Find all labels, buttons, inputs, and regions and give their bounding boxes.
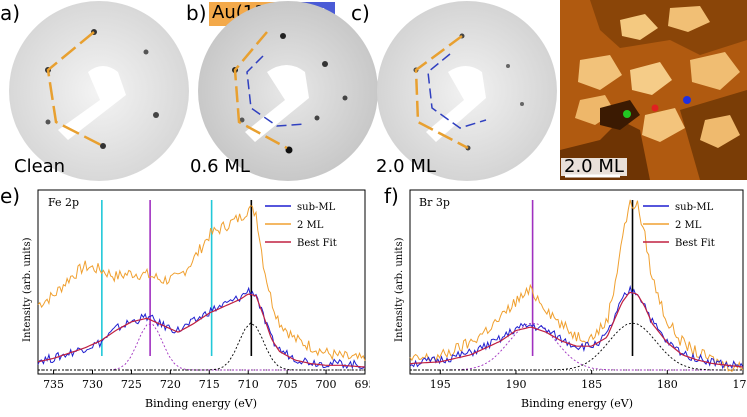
- data-series: [37, 205, 366, 370]
- legend-entry: sub-ML: [675, 202, 714, 213]
- legend: sub-ML 2 ML Best Fit: [643, 202, 715, 249]
- x-axis-label: Binding energy (eV): [145, 397, 257, 410]
- panel-label-b: b): [186, 1, 207, 25]
- x-tick-label: 715: [199, 378, 220, 391]
- legend-entry: Best Fit: [297, 238, 337, 249]
- caption-2-0ml-stm: 2.0 ML: [561, 158, 627, 176]
- series-line-2-ml: [37, 205, 366, 361]
- plot-frame: [409, 189, 744, 375]
- x-tick-label: 705: [277, 378, 298, 391]
- series-line-best-fit: [409, 291, 744, 368]
- peak-markers: [101, 200, 253, 356]
- x-tick-label: 700: [316, 378, 337, 391]
- x-tick-label: 710: [238, 378, 259, 391]
- panel-label-c: c): [351, 1, 370, 25]
- x-tick-label: 190: [505, 378, 526, 391]
- panel-label-e: e): [0, 184, 21, 208]
- legend-entry: Best Fit: [675, 238, 715, 249]
- caption-clean: Clean: [14, 156, 66, 177]
- x-tick-label: 180: [657, 378, 678, 391]
- x-tick-label: 175: [733, 378, 747, 391]
- x-tick-label: 720: [160, 378, 181, 391]
- series-line-sub-ml: [409, 284, 744, 370]
- x-tick-label: 195: [430, 378, 451, 391]
- x-tick-label: 185: [581, 378, 602, 391]
- caption-0-6ml: 0.6 ML: [190, 156, 250, 177]
- x-axis-label: Binding energy (eV): [521, 397, 633, 410]
- fit-component-curve: [38, 323, 365, 371]
- xps-chart-br3p: Br 3p Intensity (arb. units) Binding ene…: [394, 189, 747, 410]
- chart-title: Br 3p: [419, 196, 450, 209]
- series-line-2-ml: [409, 199, 744, 373]
- legend-entry: 2 ML: [297, 220, 324, 231]
- x-ticks: 735 730 725 720 715 710 705 700 695: [43, 370, 370, 391]
- plot-frame: [37, 189, 366, 375]
- peak-markers: [531, 200, 634, 356]
- data-series: [409, 199, 744, 373]
- x-tick-label: 725: [121, 378, 142, 391]
- fit-components: [38, 322, 365, 371]
- leed-image-clean: [9, 1, 189, 181]
- panel-label-a: a): [0, 1, 21, 25]
- leed-image-0-6ml: [198, 1, 378, 181]
- caption-2-0ml-leed: 2.0 ML: [376, 156, 436, 177]
- legend-entry: 2 ML: [675, 220, 702, 231]
- panel-label-f: f): [384, 184, 399, 208]
- series-line-sub-ml: [37, 286, 366, 370]
- x-ticks: 195 190 185 180 175: [430, 370, 747, 391]
- x-tick-label: 695: [355, 378, 371, 391]
- x-tick-label: 730: [82, 378, 103, 391]
- x-tick-label: 735: [43, 378, 64, 391]
- chart-title: Fe 2p: [48, 196, 79, 209]
- xps-chart-fe2p: Fe 2p Intensity (arb. units) Binding ene…: [22, 189, 370, 410]
- stm-image: [560, 0, 747, 180]
- series-line-best-fit: [37, 293, 366, 368]
- y-axis-label: Intensity (arb. units): [394, 237, 405, 342]
- leed-image-2-0ml: [377, 1, 557, 181]
- legend-entry: sub-ML: [297, 202, 336, 213]
- legend: sub-ML 2 ML Best Fit: [265, 202, 337, 249]
- y-axis-label: Intensity (arb. units): [22, 237, 33, 342]
